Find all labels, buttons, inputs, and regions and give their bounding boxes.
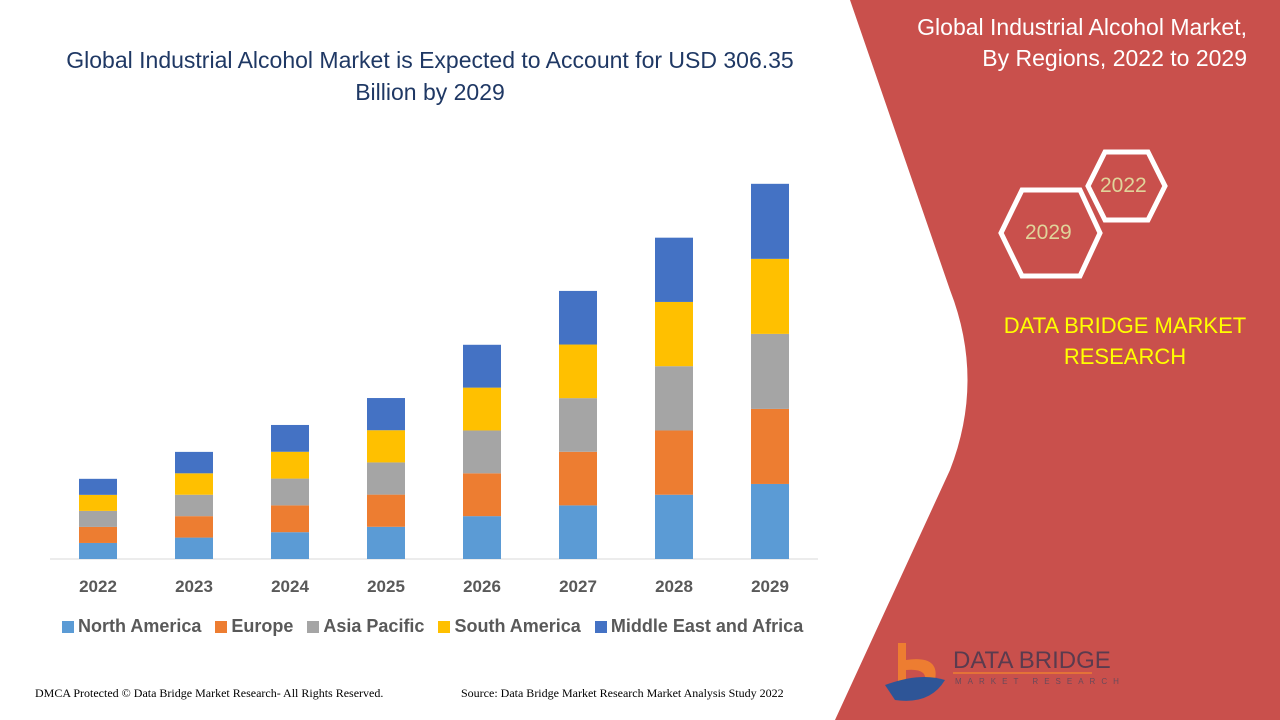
- footer-source: Source: Data Bridge Market Research Mark…: [461, 686, 784, 700]
- hex-2029: [998, 187, 1103, 279]
- bar-segment-2026-north-america: [463, 516, 501, 559]
- bar-segment-2028-south-america: [655, 301, 693, 367]
- bar-segment-2023-middle-east-and-africa: [175, 451, 213, 474]
- legend-label: Asia Pacific: [323, 616, 425, 636]
- x-tick-label: 2029: [751, 577, 789, 596]
- bar-segment-2027-asia-pacific: [559, 398, 597, 452]
- legend-item: Middle East and Africa: [594, 616, 804, 637]
- hex-label-2022: 2022: [1100, 174, 1147, 197]
- bar-segment-2026-middle-east-and-africa: [463, 344, 501, 388]
- bar-segment-2025-north-america: [367, 526, 405, 559]
- legend-label: Middle East and Africa: [610, 616, 804, 636]
- bar-segment-2027-middle-east-and-africa: [559, 290, 597, 345]
- bar-segment-2025-asia-pacific: [367, 462, 405, 495]
- hex-label-2029: 2029: [1025, 221, 1072, 244]
- bar-segment-2024-middle-east-and-africa: [271, 424, 309, 452]
- bar-segment-2023-north-america: [175, 537, 213, 559]
- bar-segment-2024-south-america: [271, 451, 309, 479]
- legend-swatch: [438, 620, 451, 633]
- legend-swatch: [215, 620, 228, 633]
- legend-item: North America: [62, 616, 201, 637]
- bar-segment-2028-middle-east-and-africa: [655, 237, 693, 302]
- bar-segment-2026-south-america: [463, 387, 501, 431]
- bar-segment-2025-south-america: [367, 430, 405, 463]
- side-panel-title: Global Industrial Alcohol Market, By Reg…: [917, 14, 1247, 71]
- x-tick-label: 2027: [559, 577, 597, 596]
- footer-copyright: DMCA Protected © Data Bridge Market Rese…: [35, 686, 384, 700]
- bar-segment-2023-south-america: [175, 473, 213, 495]
- legend-item: South America: [438, 616, 581, 637]
- bar-segment-2028-north-america: [655, 494, 693, 559]
- bar-segment-2023-europe: [175, 516, 213, 538]
- chart-title: Global Industrial Alcohol Market is Expe…: [66, 47, 794, 105]
- legend-item: Asia Pacific: [307, 616, 424, 637]
- bar-segment-2029-europe: [751, 408, 789, 484]
- logo-subtext: MARKET RESEARCH: [955, 677, 1125, 686]
- bar-segment-2024-asia-pacific: [271, 478, 309, 506]
- logo-text: DATA BRIDGE: [953, 647, 1111, 674]
- x-tick-label: 2022: [79, 577, 117, 596]
- legend-item: Europe: [215, 616, 293, 637]
- bar-segment-2027-europe: [559, 451, 597, 506]
- bar-segment-2029-north-america: [751, 483, 789, 559]
- bar-segment-2027-north-america: [559, 505, 597, 559]
- bar-segment-2029-middle-east-and-africa: [751, 183, 789, 259]
- legend-swatch: [307, 620, 320, 633]
- stacked-bar-chart: 2022 2023 2024 2025 2026 2027 2028 2029: [50, 183, 818, 596]
- bar-segment-2022-south-america: [79, 494, 117, 511]
- x-tick-label: 2025: [367, 577, 405, 596]
- bar-segment-2029-south-america: [751, 258, 789, 334]
- bar-segment-2025-middle-east-and-africa: [367, 398, 405, 431]
- logo-icon: [885, 643, 1092, 701]
- side-panel: [835, 0, 1280, 720]
- bar-segment-2029-asia-pacific: [751, 333, 789, 409]
- legend-label: Europe: [231, 616, 294, 636]
- legend-label: South America: [454, 616, 581, 636]
- bar-segment-2024-europe: [271, 505, 309, 533]
- hex-2022: [1085, 149, 1168, 223]
- bar-segment-2024-north-america: [271, 532, 309, 559]
- bar-segment-2022-middle-east-and-africa: [79, 478, 117, 495]
- bar-segment-2025-europe: [367, 494, 405, 527]
- bar-segment-2028-europe: [655, 430, 693, 495]
- bar-segment-2022-north-america: [79, 542, 117, 559]
- x-tick-label: 2024: [271, 577, 309, 596]
- bar-segment-2022-asia-pacific: [79, 510, 117, 527]
- x-tick-label: 2023: [175, 577, 213, 596]
- bar-segment-2028-asia-pacific: [655, 366, 693, 431]
- legend-swatch: [62, 620, 74, 633]
- legend: North America Europe Asia Pacific South Ame…: [62, 616, 803, 637]
- brand-text: DATA BRIDGE MARKET RESEARCH: [1003, 313, 1247, 369]
- bar-segment-2022-europe: [79, 526, 117, 543]
- x-tick-label: 2026: [463, 577, 501, 596]
- legend-swatch: [594, 620, 607, 633]
- bar-segment-2023-asia-pacific: [175, 494, 213, 517]
- legend-label: North America: [78, 616, 202, 636]
- bar-segment-2026-europe: [463, 473, 501, 517]
- bar-segment-2027-south-america: [559, 344, 597, 399]
- bar-segment-2026-asia-pacific: [463, 430, 501, 474]
- x-tick-label: 2028: [655, 577, 693, 596]
